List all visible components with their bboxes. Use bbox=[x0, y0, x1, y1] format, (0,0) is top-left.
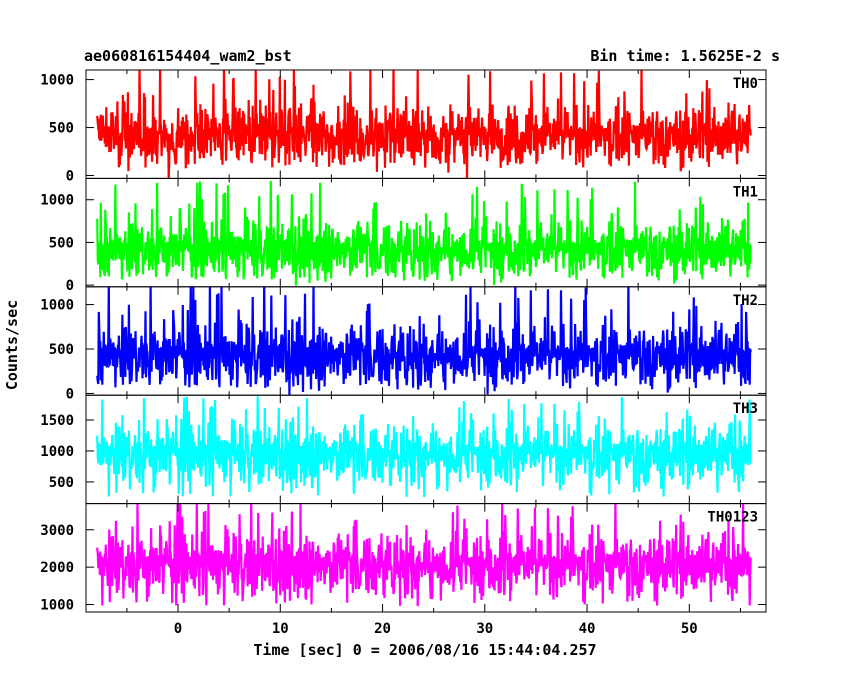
x-tick-label: 10 bbox=[272, 621, 289, 637]
y-axis-label: Counts/sec bbox=[3, 300, 21, 390]
panel-label-th1: TH1 bbox=[733, 184, 758, 200]
series-th0 bbox=[96, 70, 752, 179]
panel-label-th0123: TH0123 bbox=[707, 510, 758, 526]
y-tick-label: 1500 bbox=[40, 413, 74, 429]
series-th3 bbox=[96, 396, 752, 498]
y-tick-label: 1000 bbox=[40, 598, 74, 614]
x-tick-label: 40 bbox=[579, 621, 596, 637]
y-tick-label: 0 bbox=[66, 386, 74, 402]
y-tick-label: 1000 bbox=[40, 444, 74, 460]
y-tick-label: 1000 bbox=[40, 73, 74, 89]
y-tick-label: 3000 bbox=[40, 523, 74, 539]
panel-label-th2: TH2 bbox=[733, 293, 758, 309]
series-th2 bbox=[96, 286, 752, 395]
panel-frame-th0123 bbox=[85, 503, 767, 613]
panel-label-th3: TH3 bbox=[733, 401, 758, 417]
y-tick-label: 0 bbox=[66, 169, 74, 185]
y-tick-label: 2000 bbox=[40, 560, 74, 576]
y-tick-label: 500 bbox=[49, 475, 74, 491]
y-tick-label: 1000 bbox=[40, 298, 74, 314]
x-tick-label: 0 bbox=[174, 621, 182, 637]
chart-title: ae060816154404_wam2_bst bbox=[84, 47, 292, 65]
bin-time-label: Bin time: 1.5625E-2 s bbox=[590, 47, 780, 65]
y-tick-label: 500 bbox=[49, 342, 74, 358]
series-th1 bbox=[96, 180, 752, 286]
y-tick-label: 500 bbox=[49, 121, 74, 137]
y-tick-label: 500 bbox=[49, 235, 74, 251]
series-th0123 bbox=[96, 503, 752, 607]
x-tick-label: 30 bbox=[476, 621, 493, 637]
x-tick-label: 50 bbox=[681, 621, 698, 637]
x-tick-label: 20 bbox=[374, 621, 391, 637]
panel-label-th0: TH0 bbox=[733, 76, 758, 92]
x-axis-label: Time [sec] 0 = 2006/08/16 15:44:04.257 bbox=[253, 641, 596, 659]
y-tick-label: 1000 bbox=[40, 193, 74, 209]
y-tick-label: 0 bbox=[66, 278, 74, 294]
